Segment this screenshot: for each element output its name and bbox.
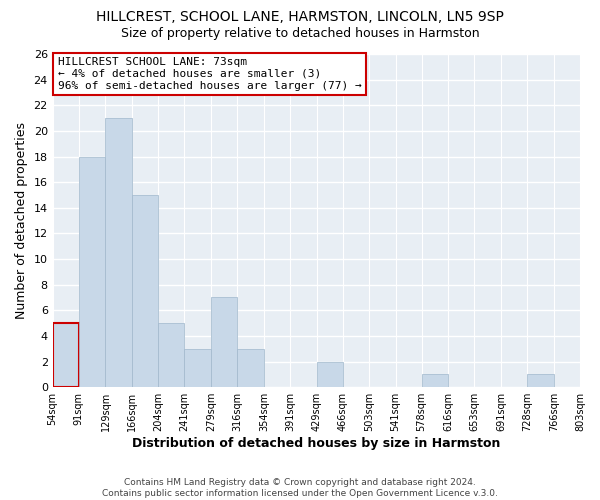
Text: HILLCREST, SCHOOL LANE, HARMSTON, LINCOLN, LN5 9SP: HILLCREST, SCHOOL LANE, HARMSTON, LINCOL…: [96, 10, 504, 24]
Bar: [237, 349, 264, 387]
Text: Contains HM Land Registry data © Crown copyright and database right 2024.
Contai: Contains HM Land Registry data © Crown c…: [102, 478, 498, 498]
Bar: [158, 323, 184, 387]
Text: HILLCREST SCHOOL LANE: 73sqm
← 4% of detached houses are smaller (3)
96% of semi: HILLCREST SCHOOL LANE: 73sqm ← 4% of det…: [58, 58, 362, 90]
Bar: [422, 374, 448, 387]
Bar: [317, 362, 343, 387]
Y-axis label: Number of detached properties: Number of detached properties: [15, 122, 28, 319]
Bar: [79, 156, 106, 387]
Bar: [184, 349, 211, 387]
Text: Size of property relative to detached houses in Harmston: Size of property relative to detached ho…: [121, 28, 479, 40]
X-axis label: Distribution of detached houses by size in Harmston: Distribution of detached houses by size …: [132, 437, 500, 450]
Bar: [131, 195, 158, 387]
Bar: [211, 298, 237, 387]
Bar: [106, 118, 131, 387]
Bar: [53, 323, 79, 387]
Bar: [527, 374, 554, 387]
